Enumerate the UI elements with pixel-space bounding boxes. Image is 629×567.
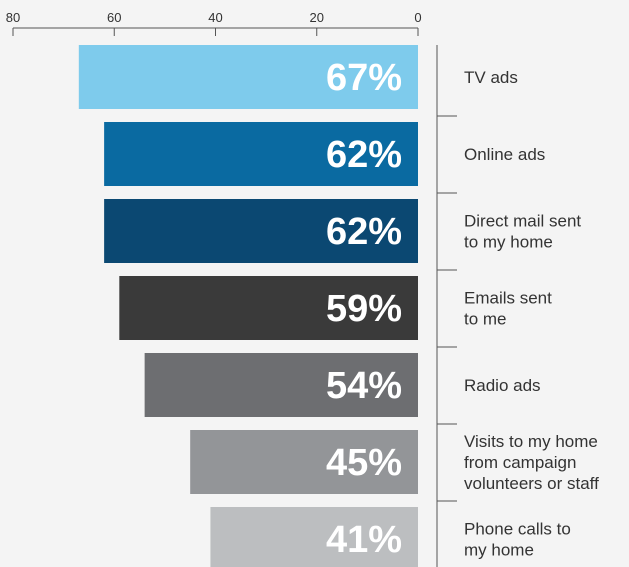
category-label-line: to my home: [464, 233, 553, 252]
bar: [78, 45, 418, 109]
category-label: Emails sent to me: [464, 289, 552, 329]
bar: [119, 276, 418, 340]
category-label-line: to me: [464, 310, 507, 329]
category-label-line: Online ads: [464, 145, 545, 164]
x-tick-label: 20: [310, 10, 324, 25]
bar: [210, 507, 418, 567]
category-label: Visits to my home from campaign volunteers…: [464, 432, 599, 493]
category-label: TV ads: [464, 68, 518, 87]
bar: [144, 353, 418, 417]
category-label: Online ads: [464, 145, 545, 164]
x-axis: 80 60 40 20 0: [6, 10, 422, 36]
bar: [104, 199, 418, 263]
category-divider: [436, 45, 457, 567]
bars: 67% 62% 62% 59% 54% 45% 41%: [78, 45, 418, 567]
bar: [190, 430, 418, 494]
bar: [104, 122, 418, 186]
category-label-line: Emails sent: [464, 289, 552, 308]
category-label-line: Visits to my home: [464, 432, 598, 451]
category-labels: TV ads Online ads Direct mail sent to my ho…: [464, 68, 599, 560]
bar-value-label: 45%: [326, 442, 402, 484]
category-label: Phone calls to my home: [464, 520, 571, 560]
x-tick-label: 40: [208, 10, 222, 25]
category-label-line: from campaign: [464, 453, 576, 472]
category-label-line: Phone calls to: [464, 520, 571, 539]
category-label: Direct mail sent to my home: [464, 212, 581, 252]
bar-value-label: 54%: [326, 365, 402, 407]
x-tick-label: 80: [6, 10, 20, 25]
bar-value-label: 41%: [326, 519, 402, 561]
bar-value-label: 59%: [326, 288, 402, 330]
category-label-line: my home: [464, 541, 534, 560]
category-label-line: Radio ads: [464, 376, 541, 395]
category-label: Radio ads: [464, 376, 541, 395]
category-label-line: TV ads: [464, 68, 518, 87]
category-label-line: Direct mail sent: [464, 212, 581, 231]
bar-value-label: 62%: [326, 134, 402, 176]
x-tick-label: 60: [107, 10, 121, 25]
bar-value-label: 62%: [326, 211, 402, 253]
bar-value-label: 67%: [326, 57, 402, 99]
category-label-line: volunteers or staff: [464, 474, 599, 493]
x-tick-label: 0: [414, 10, 421, 25]
